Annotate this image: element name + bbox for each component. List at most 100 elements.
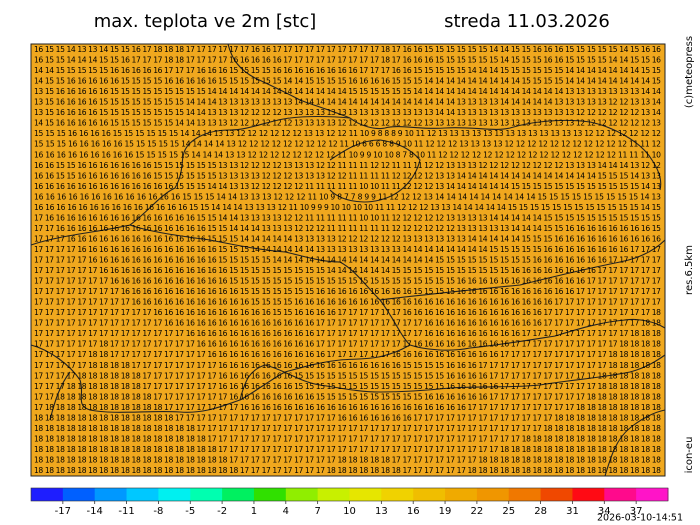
border-line xyxy=(30,115,351,246)
grid-row: 13 15 16 16 16 16 15 15 15 15 15 15 15 1… xyxy=(34,98,661,107)
colorbar-segment xyxy=(540,488,573,501)
border-line xyxy=(129,224,666,351)
border-line xyxy=(604,409,666,477)
colorbar-tick-label: 13 xyxy=(375,506,388,517)
grid-row: 15 15 15 16 16 16 16 15 15 15 15 15 15 1… xyxy=(34,129,661,138)
grid-row: 16 15 15 14 13 13 14 15 15 16 17 18 18 1… xyxy=(34,45,661,54)
grid-row: 17 17 17 17 17 17 16 16 16 16 16 16 16 1… xyxy=(34,266,661,275)
colorbar-segment xyxy=(62,488,96,501)
map-area xyxy=(30,43,666,477)
grid-row: 16 16 16 16 16 16 16 16 16 16 16 16 16 1… xyxy=(34,182,661,191)
grid-row: 14 14 15 15 15 15 15 16 16 16 16 16 17 1… xyxy=(34,66,661,75)
colorbar-segment xyxy=(94,488,128,501)
border-line xyxy=(49,371,71,421)
grid-row: 18 18 18 18 18 18 18 18 18 18 18 18 18 1… xyxy=(34,455,661,464)
border-line xyxy=(239,354,666,401)
colorbar-segment xyxy=(604,488,637,501)
colorbar-tick-label: 37 xyxy=(630,506,643,517)
grid-row: 17 17 17 18 18 18 18 18 18 18 17 17 17 1… xyxy=(34,382,661,391)
colorbar-tick-label: 7 xyxy=(314,506,320,517)
grid-row: 16 16 16 16 16 16 16 16 16 15 15 15 15 1… xyxy=(34,150,661,159)
grid-row: 18 18 18 18 18 18 18 18 18 18 18 18 18 1… xyxy=(34,413,661,422)
colorbar-segment xyxy=(476,488,510,501)
forecast-date: streda 11.03.2026 xyxy=(444,11,610,32)
colorbar-tick-label: 31 xyxy=(566,506,579,517)
colorbar-tick-label: 25 xyxy=(502,506,515,517)
grid-row: 17 17 17 17 17 17 17 17 17 17 17 17 16 1… xyxy=(34,319,661,328)
colorbar-tick-label: -11 xyxy=(118,506,134,517)
grid-row: 18 18 18 18 18 18 18 18 18 18 18 18 18 1… xyxy=(34,424,661,433)
colorbar-tick-label: -5 xyxy=(185,506,195,517)
value-grid: 16 15 15 14 13 13 14 15 15 16 17 18 18 1… xyxy=(34,45,661,475)
border-line xyxy=(227,43,662,191)
resolution: res.6.5km xyxy=(684,245,695,295)
grid-row: 15 15 15 16 16 16 16 16 15 15 15 15 15 1… xyxy=(34,140,661,149)
grid-row: 16 16 16 16 16 16 16 16 16 16 16 16 16 1… xyxy=(34,192,661,201)
colorbar-tick-label: 34 xyxy=(598,506,611,517)
grid-row: 13 15 16 16 16 16 15 15 15 15 15 15 15 1… xyxy=(34,108,661,117)
colorbar-segment xyxy=(508,488,542,501)
grid-row: 17 17 17 17 17 17 17 17 17 16 16 16 16 1… xyxy=(34,298,661,307)
grid-row: 17 17 18 18 18 18 18 18 18 18 18 17 17 1… xyxy=(34,392,661,401)
grid-row: 16 15 15 14 14 14 15 15 16 17 17 17 18 1… xyxy=(34,56,661,65)
colorbar-tick-label: -8 xyxy=(153,506,163,517)
grid-row: 18 18 18 18 18 18 18 18 18 18 18 18 18 1… xyxy=(34,445,661,454)
colorbar: -17 -14 -11 -8 -5 -2 1 4 7 10 13 16 19 22 25 28 31 34 37 xyxy=(30,487,669,517)
grid-row: 14 15 16 16 16 16 16 15 15 15 15 15 15 1… xyxy=(34,119,661,128)
colorbar-segment xyxy=(636,488,669,501)
grid-row: 16 16 16 16 16 16 16 16 16 16 16 16 16 1… xyxy=(34,203,661,212)
map-title: max. teplota ve 2m [stc] xyxy=(94,11,317,32)
colorbar-segment xyxy=(285,488,319,501)
grid-row: 17 17 17 16 16 16 16 16 16 16 16 16 16 1… xyxy=(34,234,661,243)
grid-row: 18 18 18 18 18 18 18 18 18 18 18 18 18 1… xyxy=(34,466,661,475)
grid-row: 17 17 17 17 17 16 16 16 16 16 16 16 16 1… xyxy=(34,256,661,265)
colorbar-tick-label: 19 xyxy=(439,506,452,517)
colorbar-tick-label: 22 xyxy=(471,506,484,517)
model-name: icon-eu xyxy=(684,437,695,474)
colorbar-tick-label: -17 xyxy=(55,506,71,517)
grid-row: 17 17 17 17 18 18 18 18 18 18 17 17 17 1… xyxy=(34,371,661,380)
colorbar-tick-label: 4 xyxy=(283,506,289,517)
colorbar-segment xyxy=(445,488,478,501)
run-timestamp: 2026-03-10-14:51 xyxy=(597,513,683,524)
colorbar-segment xyxy=(572,488,605,501)
colorbar-segment xyxy=(317,488,350,501)
colorbar-segment xyxy=(381,488,414,501)
grid-row: 17 17 17 17 17 17 17 17 17 17 17 16 16 1… xyxy=(34,308,661,317)
borders xyxy=(30,43,666,477)
colorbar-tick-label: -2 xyxy=(217,506,227,517)
grid-row: 17 18 18 18 18 18 18 18 18 18 18 18 17 1… xyxy=(34,403,661,412)
colorbar-tick-label: 10 xyxy=(343,506,356,517)
grid-row: 14 15 15 16 16 16 16 16 15 15 15 15 16 1… xyxy=(34,77,661,86)
grid-row: 17 17 17 17 17 17 17 17 17 17 17 17 17 1… xyxy=(34,329,661,338)
colorbar-segment xyxy=(253,488,287,501)
colorbar-segment xyxy=(190,488,223,501)
colorbar-segment xyxy=(413,488,446,501)
grid-row: 13 15 16 16 16 16 16 15 15 15 15 15 15 1… xyxy=(34,87,661,96)
grid-row: 16 16 15 15 16 16 16 16 16 16 16 15 15 1… xyxy=(34,171,661,180)
grid-row: 16 16 15 15 16 16 16 16 16 16 16 15 15 1… xyxy=(34,161,661,170)
colorbar-tick-label: 1 xyxy=(251,506,257,517)
grid-row: 17 17 16 16 16 16 16 16 16 16 16 16 16 1… xyxy=(34,224,661,233)
grid-row: 18 18 18 18 18 18 18 18 18 18 18 18 18 1… xyxy=(34,434,661,443)
colorbar-tick-label: 16 xyxy=(407,506,420,517)
border-line xyxy=(379,239,666,301)
grid-row: 17 17 17 17 17 17 17 17 16 16 16 16 16 1… xyxy=(34,287,661,296)
grid-row: 17 17 17 17 17 17 17 16 16 16 16 16 16 1… xyxy=(34,277,661,286)
grid-row: 17 17 17 17 16 16 16 16 16 16 16 16 16 1… xyxy=(34,245,661,254)
grid-row: 17 16 16 16 16 16 16 16 16 16 16 16 16 1… xyxy=(34,213,661,222)
grid-row: 17 17 17 17 17 18 18 17 17 17 17 17 17 1… xyxy=(34,350,661,359)
border-line xyxy=(329,139,421,203)
colorbar-tick-label: 28 xyxy=(534,506,547,517)
colorbar-tick-label: -14 xyxy=(87,506,103,517)
colorbar-segment xyxy=(158,488,191,501)
border-line xyxy=(30,344,411,413)
colorbar-segment xyxy=(31,488,64,501)
grid-row: 17 17 17 17 17 17 18 17 17 17 17 17 17 1… xyxy=(34,340,661,349)
colorbar-segment xyxy=(222,488,255,501)
grid-row: 17 17 17 17 17 18 18 18 18 17 17 17 17 1… xyxy=(34,361,661,370)
colorbar-segment xyxy=(126,488,159,501)
colorbar-segment xyxy=(349,488,382,501)
copyright: (c)meteopress xyxy=(684,36,695,108)
